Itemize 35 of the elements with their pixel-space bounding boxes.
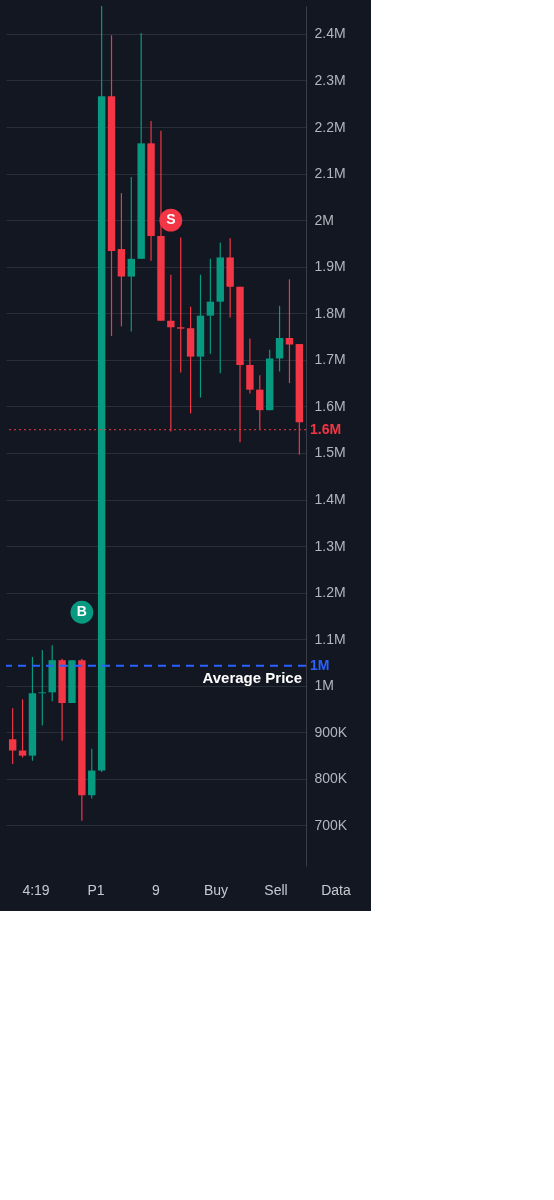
text: Buy	[203, 882, 229, 898]
text: Data	[321, 882, 351, 898]
text: 9	[152, 882, 161, 898]
candlestick	[8, 707, 17, 765]
candlestick	[38, 649, 47, 726]
y-tick-label: 1M	[314, 677, 334, 694]
y-tick-label: 2.3M	[314, 72, 346, 88]
y-tick-label: 1.6M	[314, 397, 346, 414]
y-tick-label: 2.4M	[314, 25, 346, 42]
y-tick-label: 1.4M	[314, 491, 346, 508]
y-tick-label: 1.8M	[314, 304, 346, 321]
candlestick	[206, 258, 215, 355]
candlestick	[18, 698, 27, 759]
y-tick-label: 2M	[314, 211, 334, 228]
y-tick-label: 1.1M	[314, 630, 346, 647]
y-tick-label: 900K	[314, 723, 348, 740]
y-tick-label: 1.9M	[314, 258, 346, 275]
text: 4:19	[22, 882, 50, 898]
y-tick-label: 2.1M	[314, 165, 346, 182]
candlestick	[177, 236, 185, 374]
candlestick	[275, 305, 284, 373]
candlestick	[127, 176, 135, 333]
y-tick-label: 1.2M	[314, 584, 346, 601]
y-tick-label: 2.2M	[314, 118, 346, 135]
text: P1	[87, 882, 105, 898]
y-tick-label: 1.3M	[314, 537, 346, 554]
data-label: B	[76, 603, 87, 620]
text: Sell	[264, 882, 288, 898]
y-tick-label: 1.7M	[314, 351, 346, 368]
candlestick	[285, 278, 294, 384]
y-tick-label: 1.5M	[314, 444, 346, 461]
annotation: Average Price	[202, 668, 302, 686]
y-tick-label: 800K	[314, 770, 348, 787]
data-label: S	[166, 211, 176, 228]
y-tick-label: 700K	[314, 816, 348, 833]
